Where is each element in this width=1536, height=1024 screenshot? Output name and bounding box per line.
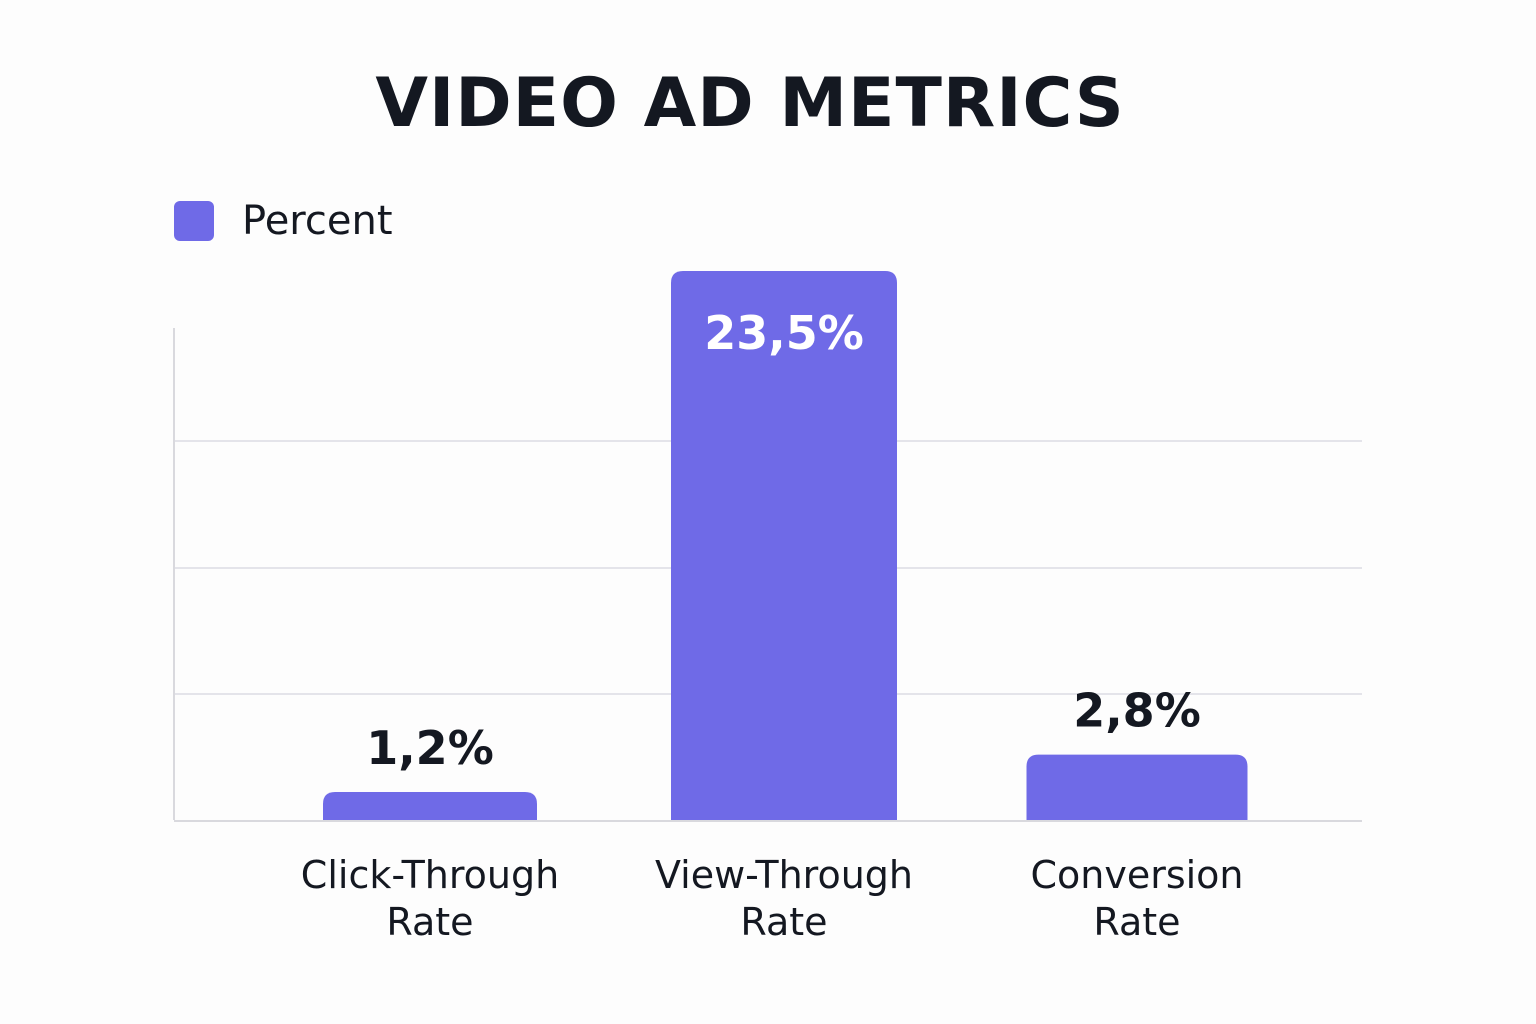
bar-3 [1026,754,1248,820]
category-label-3-line-1: Conversion [1030,853,1243,897]
data-label-3: 2,8% [1073,684,1201,738]
legend: Percent [174,198,393,244]
legend-label: Percent [242,198,393,244]
category-label-1-line-2: Rate [386,900,473,944]
category-label-2-line-2: Rate [740,900,827,944]
category-label-3-line-2: Rate [1093,900,1180,944]
chart-title: VIDEO AD METRICS [375,64,1125,143]
bar-2 [671,271,897,820]
legend-swatch [174,201,214,241]
bar-1 [323,791,537,820]
category-label-1-line-1: Click-Through [301,853,559,897]
data-label-2: 23,5% [704,306,864,360]
category-label-2-line-1: View-Through [655,853,913,897]
data-label-1: 1,2% [366,721,494,775]
